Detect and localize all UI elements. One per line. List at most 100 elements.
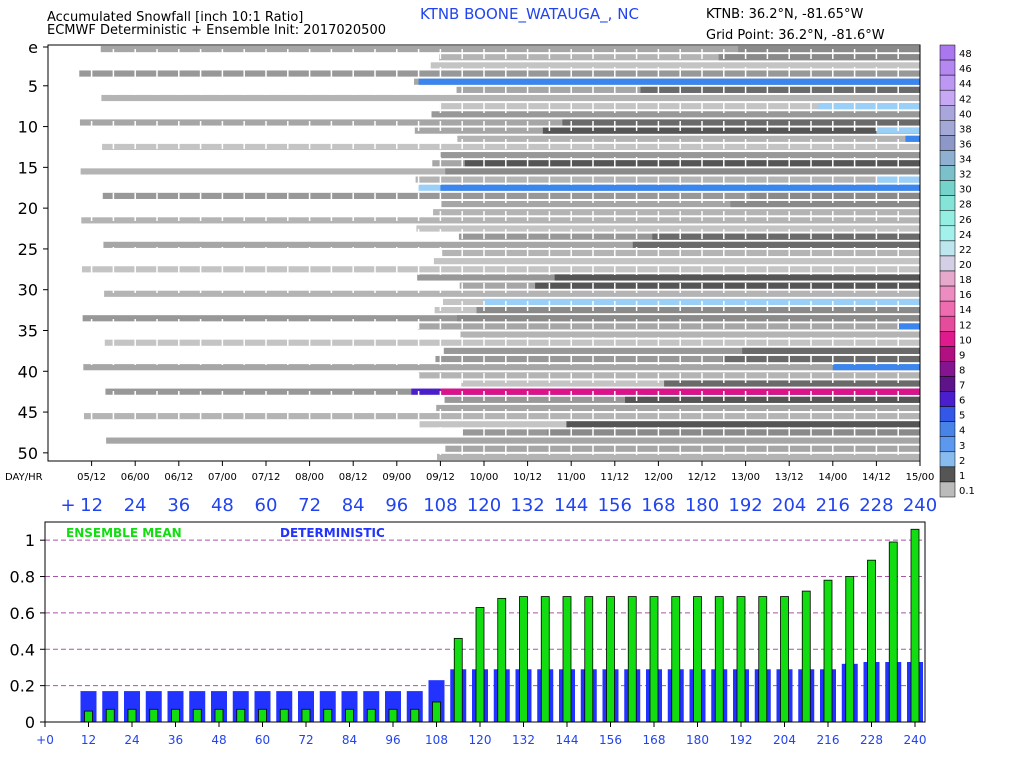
plume-band: [546, 429, 920, 436]
ensemble-mean-bar: [323, 708, 333, 723]
plume-x-hour-label: 96: [385, 495, 408, 515]
plume-x-hour-label: 36: [167, 495, 190, 515]
legend-swatch: [939, 120, 956, 136]
plume-x-axis-label: DAY/HR: [5, 472, 43, 483]
plume-band: [79, 70, 921, 77]
plume-band: [431, 111, 920, 118]
plume-band: [730, 200, 920, 208]
legend-label: 6: [959, 396, 965, 407]
plume-x-date-label: 13/00: [731, 472, 760, 483]
legend-label: 44: [959, 79, 972, 90]
plume-x-date-label: 06/00: [121, 472, 150, 483]
plume-band: [415, 176, 920, 183]
plume-y-tick-label: 30: [18, 281, 38, 300]
plume-band: [440, 152, 920, 159]
plume-band: [433, 258, 920, 265]
plume-band: [103, 241, 921, 248]
plume-x-hour-label: 60: [255, 495, 278, 515]
ensemble-mean-bar: [279, 708, 289, 723]
ensemble-mean-bar: [192, 708, 202, 723]
legend-swatch: [939, 255, 956, 272]
legend-swatch: [939, 406, 956, 422]
bar-x-tick-label: 156: [599, 733, 622, 747]
legend-swatch: [939, 210, 956, 227]
legend-label: 5: [959, 411, 965, 422]
plume-y-tick-label: 50: [18, 444, 38, 463]
plume-x-date-label: 12/00: [644, 472, 673, 483]
legend-swatch: [939, 270, 956, 287]
legend-label: 2: [959, 456, 965, 467]
plume-band: [749, 192, 920, 199]
bar-y-tick-label: 0.4: [10, 640, 35, 659]
ensemble-mean-bar: [366, 708, 376, 723]
chart-title: Accumulated Snowfall [inch 10:1 Ratio]: [47, 10, 304, 25]
station-name: KTNB BOONE_WATAUGA_, NC: [420, 5, 639, 23]
ensemble-mean-bar: [236, 708, 246, 723]
bar-x-tick-label: 108: [425, 733, 448, 747]
plume-x-hour-label: 120: [467, 495, 501, 515]
plume-band: [542, 127, 920, 134]
bar-y-tick-label: 0.2: [10, 677, 35, 696]
legend-swatch: [939, 44, 956, 61]
plume-x-date-label: 08/00: [295, 472, 324, 483]
legend-swatch: [939, 165, 956, 181]
plume-x-date-label: 11/00: [557, 472, 586, 483]
plume-band: [104, 339, 920, 346]
ensemble-mean-bar: [736, 596, 746, 723]
plume-y-tick-label: 45: [18, 403, 38, 422]
ensemble-mean-bar: [627, 596, 637, 723]
legend-label: 24: [959, 230, 972, 241]
bar-y-tick-label: 0: [25, 713, 35, 732]
bar-y-tick-label: 0.6: [10, 604, 35, 623]
plume-x-date-label: 11/12: [600, 472, 629, 483]
ensemble-mean-bar: [714, 596, 724, 723]
legend-label: 20: [959, 260, 972, 271]
legend-swatch: [939, 315, 956, 332]
plume-x-date-label: 15/00: [906, 472, 935, 483]
plume-band: [457, 135, 920, 142]
legend-swatch: [939, 300, 956, 317]
plume-band: [445, 445, 920, 452]
plume-band: [81, 266, 921, 273]
plume-y-tick-label: 5: [28, 77, 38, 96]
legend-label: 30: [959, 185, 972, 196]
legend-label: 38: [959, 124, 972, 135]
plume-band: [652, 233, 920, 240]
ensemble-mean-bar: [171, 708, 180, 723]
plume-band: [718, 54, 920, 61]
bar-x-tick-label: 72: [298, 733, 313, 747]
plume-x-date-label: 12/12: [688, 472, 717, 483]
legend-label: 48: [959, 49, 972, 60]
legend-label: 3: [959, 441, 965, 452]
ensemble-mean-bar: [519, 596, 528, 723]
plume-band: [430, 62, 920, 69]
legend-label: 46: [959, 64, 972, 75]
ensemble-mean-bar: [388, 708, 398, 723]
plume-x-date-label: 10/12: [513, 472, 542, 483]
plume-band: [83, 364, 921, 371]
legend-label: 34: [959, 155, 972, 166]
bar-x-tick-label: 180: [686, 733, 709, 747]
legend-deterministic: DETERMINISTIC: [280, 526, 385, 540]
ensemble-mean-bar: [910, 528, 920, 723]
ensemble-mean-bar: [867, 559, 876, 723]
bar-x-tick-label: 96: [385, 733, 400, 747]
ensemble-mean-bar: [345, 708, 354, 723]
plume-y-tick-label: 35: [18, 321, 38, 340]
bar-x-tick-label: +0: [36, 733, 54, 747]
plume-x-hour-label: 132: [510, 495, 544, 515]
plume-y-tick-label: 25: [18, 240, 38, 259]
legend-label: 10: [959, 335, 972, 346]
plume-highlight-band: [818, 103, 920, 110]
ensemble-mean-bar: [453, 637, 463, 723]
plume-x-hour-label: 144: [554, 495, 588, 515]
legend-swatch: [939, 195, 956, 211]
plume-x-date-label: 05/12: [77, 472, 106, 483]
legend-swatch: [939, 225, 956, 242]
legend-label: 36: [959, 139, 972, 150]
plume-band: [102, 192, 920, 199]
legend-label: 7: [959, 381, 965, 392]
ensemble-mean-bar: [475, 607, 485, 723]
ensemble-mean-bar: [693, 596, 702, 723]
bar-x-tick-label: 60: [255, 733, 270, 747]
